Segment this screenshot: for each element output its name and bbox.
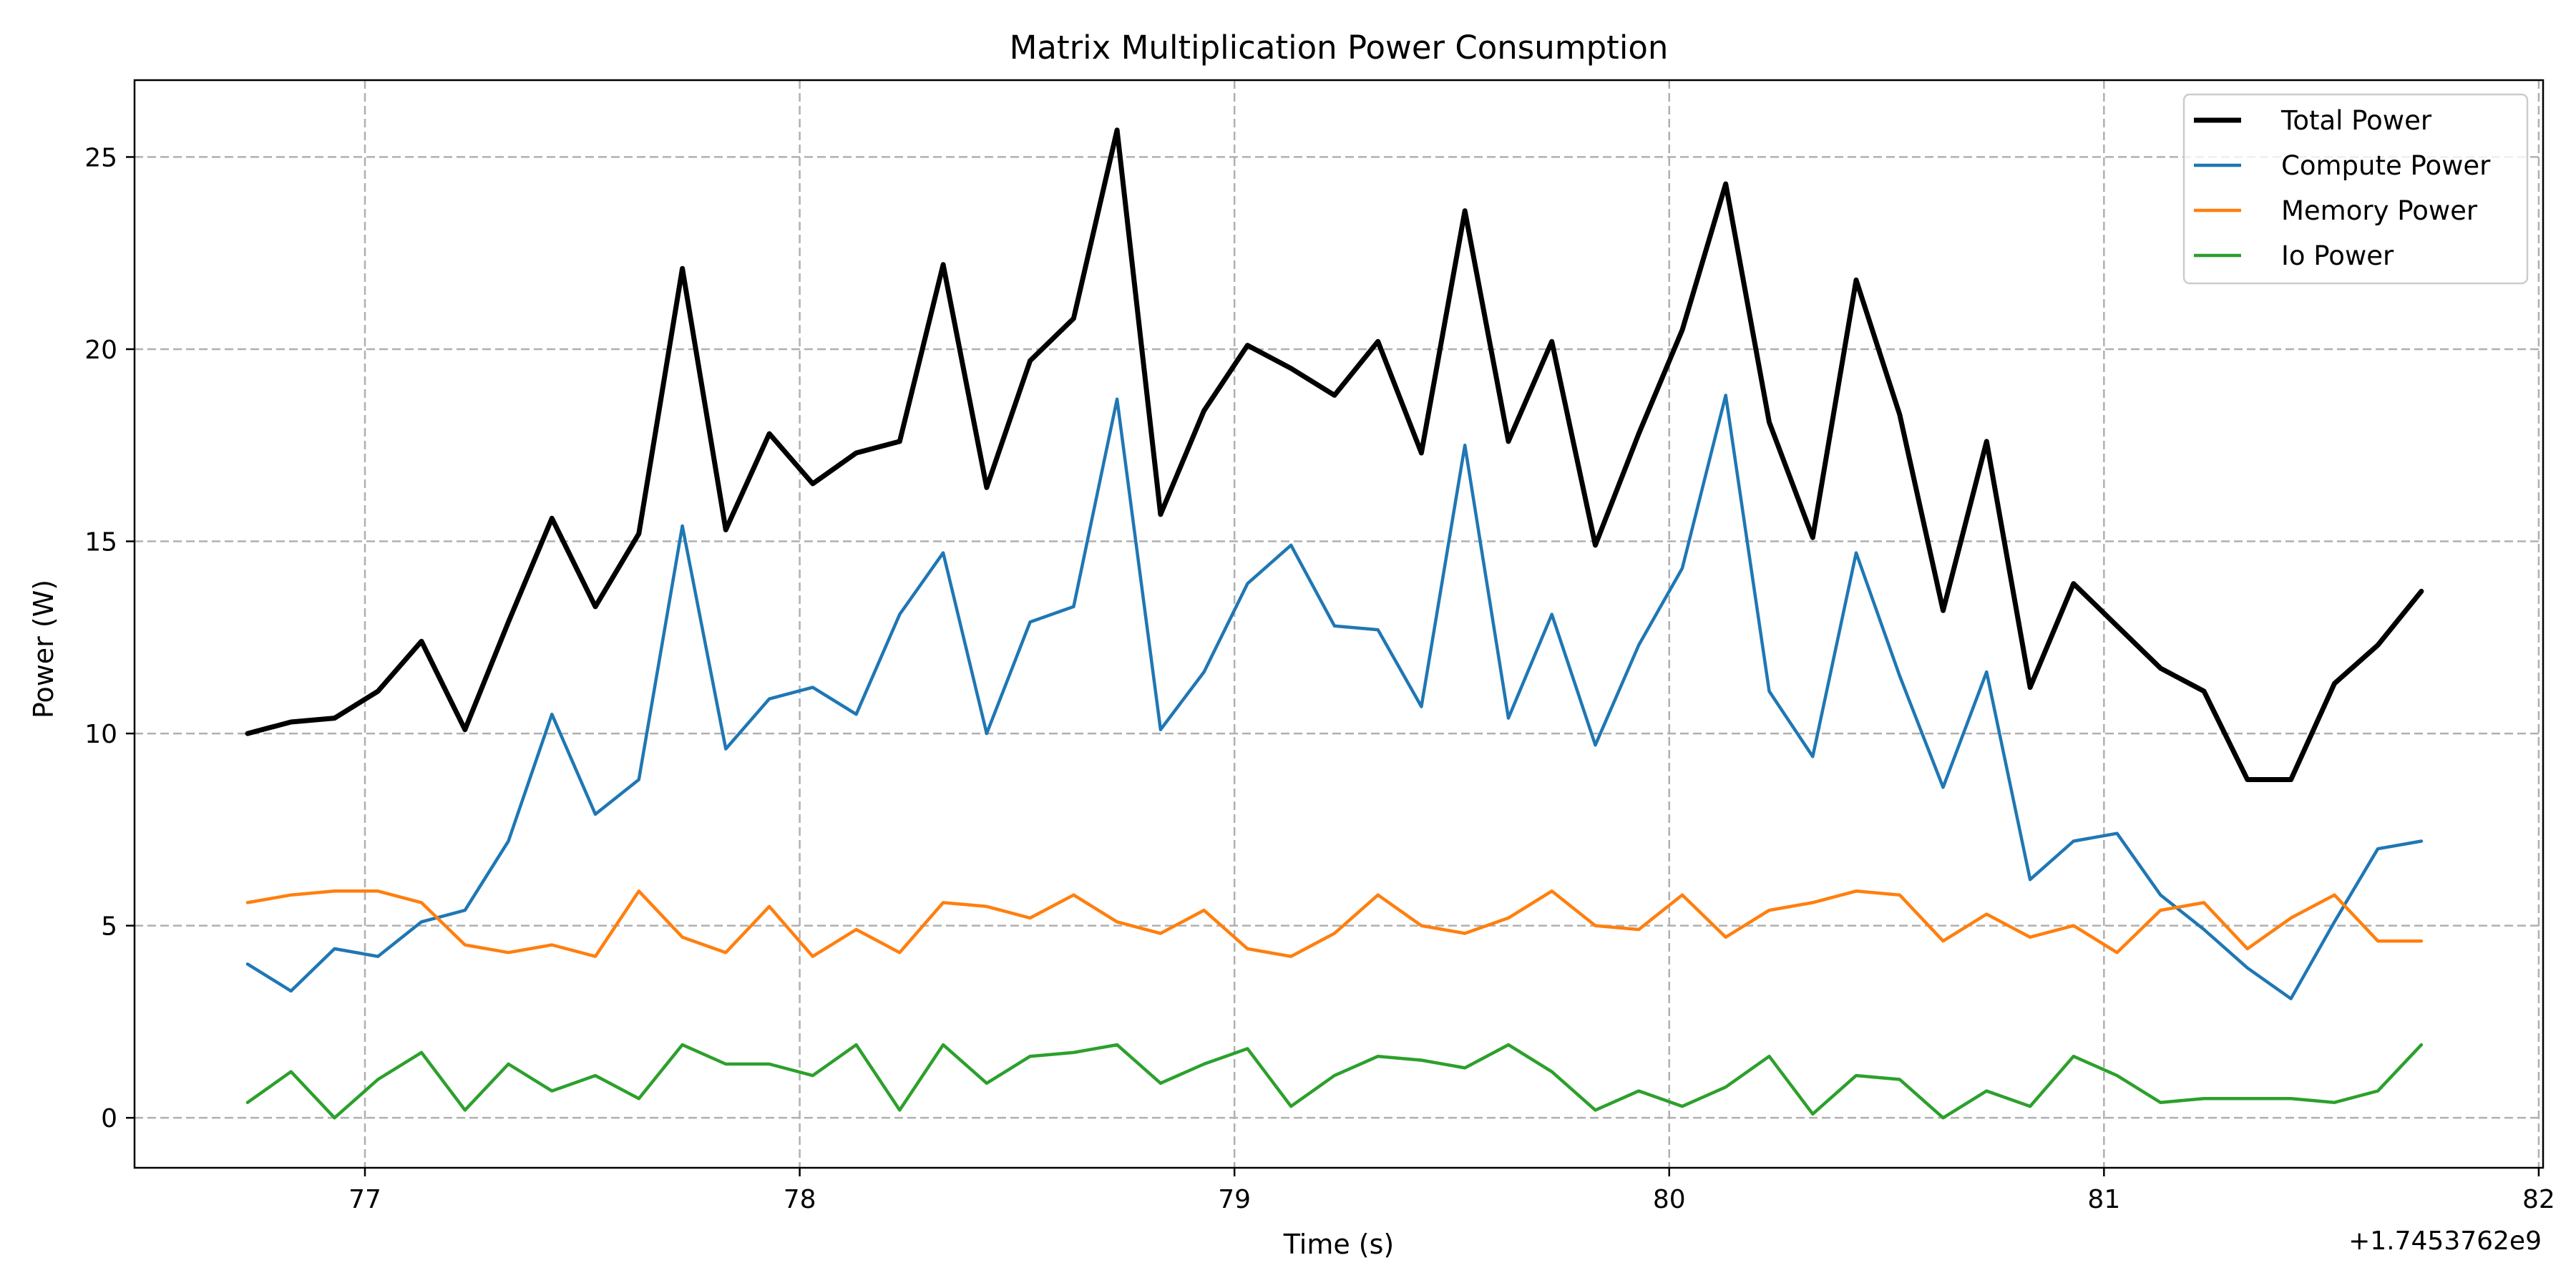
y-tick-label: 0 — [101, 1104, 117, 1133]
y-axis-label: Power (W) — [28, 580, 59, 718]
legend-label-compute-power: Compute Power — [2281, 150, 2491, 181]
io-power-line — [245, 1043, 2424, 1120]
x-axis-ticks: 77 78 79 80 81 82 — [348, 1168, 2555, 1214]
plot-area-frame — [133, 79, 2545, 1169]
compute-power-line — [245, 394, 2424, 1000]
x-tick-label: 81 — [2087, 1185, 2120, 1214]
data-series — [245, 127, 2424, 1120]
legend: Total Power Compute Power Memory Power Io P… — [2182, 93, 2529, 285]
y-tick-label: 20 — [84, 336, 117, 365]
memory-power-line — [245, 889, 2424, 958]
y-tick-label: 5 — [101, 912, 117, 942]
chart-title: Matrix Multiplication Power Consumption — [1010, 29, 1669, 67]
total-power-line — [245, 127, 2424, 782]
y-tick-label: 10 — [84, 720, 117, 749]
grid-lines — [135, 80, 2543, 1168]
legend-label-total-power: Total Power — [2280, 105, 2432, 136]
y-tick-label: 25 — [84, 143, 117, 172]
x-tick-label: 79 — [1218, 1185, 1251, 1214]
x-tick-label: 77 — [348, 1185, 381, 1214]
x-tick-label: 80 — [1653, 1185, 1686, 1214]
legend-label-io-power: Io Power — [2281, 240, 2394, 271]
y-axis-ticks: 0 5 10 15 20 25 — [84, 143, 135, 1133]
x-tick-label: 82 — [2522, 1185, 2555, 1214]
x-axis-label: Time (s) — [1283, 1229, 1395, 1260]
x-tick-label: 78 — [784, 1185, 816, 1214]
legend-box — [2182, 93, 2529, 285]
y-tick-label: 15 — [84, 528, 117, 557]
legend-label-memory-power: Memory Power — [2281, 195, 2478, 226]
x-axis-offset-label: +1.7453762e9 — [2348, 1226, 2542, 1256]
